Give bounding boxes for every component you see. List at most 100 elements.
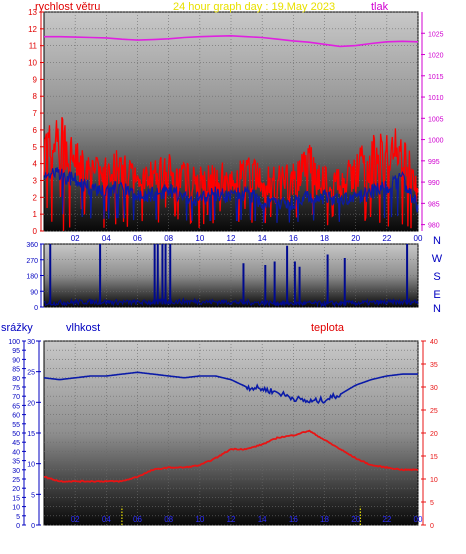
y-tick-label: 12 [28,25,37,34]
humidity-axis: 0 5 10 15 20 25 30 [27,339,41,530]
y-tick-label: 25 [27,370,35,377]
chart-title: 24 hour graph day : 19.May 2023 [173,1,335,13]
x-tick-label: 14 [258,515,267,524]
pressure-axis: 980 985 990 995 1000 1005 1010 1015 1020 1025 [421,12,444,231]
x-tick-label: 04 [102,234,111,243]
compass-label: E [433,289,440,301]
y-tick-label: 0 [16,523,20,530]
rain-axis: 0 5 10 15 20 25 30 35 40 45 50 55 60 65 70 75 80 85 90 95 10… [8,339,26,530]
y-tick-label: 15 [430,454,438,461]
x-tick-label: 22 [382,234,391,243]
x-tick-label: 06 [133,515,142,524]
humidity-temperature-panel: 0510152025303540455055606570758085909510… [1,322,438,530]
x-tick-label: 10 [195,515,204,524]
y-tick-label: 0 [34,305,38,312]
y-tick-label: 980 [428,223,440,230]
y-tick-label: 35 [430,362,438,369]
y-tick-label: 5 [33,143,38,152]
y-tick-label: 1020 [428,53,444,60]
x-tick-label: 06 [133,234,142,243]
y-tick-label: 15 [12,495,20,502]
y-tick-label: 1010 [428,95,444,102]
y-tick-label: 1 [33,210,38,219]
y-tick-label: 5 [31,492,35,499]
x-tick-label: 04 [102,515,111,524]
y-tick-label: 35 [12,459,20,466]
y-tick-label: 65 [12,403,20,410]
humidity-temperature-series [43,371,419,525]
y-tick-label: 985 [428,201,440,208]
y-tick-label: 30 [12,468,20,475]
y-tick-label: 60 [12,413,20,420]
x-tick-label: 02 [71,234,80,243]
y-tick-label: 11 [29,42,38,51]
direction-series-line [43,297,419,309]
wind-speed-label: rychlost větru [35,1,100,13]
x-tick-label: 18 [320,515,329,524]
x-tick-label: 08 [164,515,173,524]
y-tick-label: 270 [26,258,38,265]
compass-label: W [432,253,443,265]
y-tick-label: 90 [30,289,38,296]
x-tick-label: 16 [289,515,298,524]
y-tick-label: 5 [16,514,20,521]
y-tick-label: 20 [27,400,35,407]
y-tick-label: 75 [12,385,20,392]
y-tick-label: 40 [12,449,20,456]
humidity-series-line [43,371,418,405]
temperature-label: teplota [311,322,345,334]
y-tick-label: 45 [12,440,20,447]
x-tick-label: 00 [414,234,423,243]
wind-direction-grid [44,243,419,308]
y-tick-label: 9 [33,75,38,84]
pressure-label: tlak [371,1,389,13]
y-tick-label: 990 [428,180,440,187]
y-tick-label: 10 [430,477,438,484]
y-tick-label: 0 [31,523,35,530]
compass-label: S [433,271,440,283]
y-tick-label: 25 [430,408,438,415]
y-tick-label: 1015 [428,74,444,81]
y-tick-label: 10 [27,462,35,469]
y-tick-label: 4 [33,160,38,169]
y-tick-label: 10 [28,59,37,68]
x-tick-label: 12 [227,515,236,524]
y-tick-label: 90 [12,357,20,364]
y-tick-label: 10 [12,505,20,512]
y-tick-label: 13 [28,8,37,17]
y-tick-label: 70 [12,394,20,401]
y-tick-label: 30 [27,339,35,346]
x-tick-label: 20 [351,234,360,243]
compass-label: N [433,303,441,315]
y-tick-label: 7 [33,109,38,118]
y-tick-label: 40 [430,339,438,346]
x-tick-label: 00 [414,515,423,524]
y-tick-label: 0 [33,227,38,236]
y-tick-label: 15 [27,431,35,438]
wind-pressure-series [43,34,419,231]
x-tick-label: 12 [227,234,236,243]
y-tick-label: 1005 [428,116,444,123]
humidity-temperature-x-axis: 02 04 06 08 10 12 14 16 18 20 22 00 [71,515,423,524]
y-tick-label: 80 [12,376,20,383]
y-tick-label: 5 [430,500,434,507]
temperature-series-line [43,429,419,483]
y-tick-label: 1000 [428,138,444,145]
y-tick-label: 95 [12,348,20,355]
y-tick-label: 2 [33,193,38,202]
y-tick-label: 3 [33,176,38,185]
x-tick-label: 14 [258,234,267,243]
direction-degrees-axis: 0 90 180 270 360 [26,242,44,312]
y-tick-label: 25 [12,477,20,484]
y-tick-label: 8 [33,92,38,101]
y-tick-label: 180 [26,274,38,281]
x-tick-label: 16 [289,234,298,243]
x-tick-label: 02 [71,515,80,524]
x-tick-label: 20 [351,515,360,524]
y-tick-label: 20 [12,486,20,493]
x-tick-label: 18 [320,234,329,243]
